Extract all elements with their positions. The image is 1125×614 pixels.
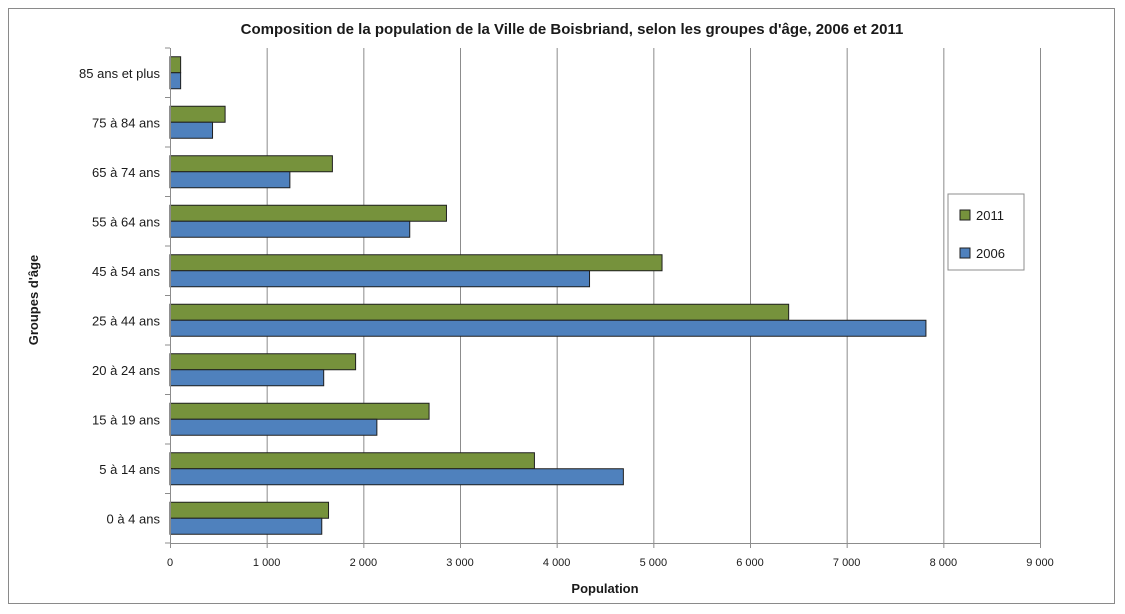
chart-title: Composition de la population de la Ville… [241,21,904,38]
y-axis-title: Groupes d'âge [26,255,41,346]
category-labels: 0 à 4 ans 5 à 14 ans 15 à 19 ans 20 à 24 an… [79,66,160,527]
category-label: 55 à 64 ans [92,214,160,229]
category-label: 45 à 54 ans [92,264,160,279]
x-tick-label: 1 000 [253,557,281,569]
bar-2011 [169,452,535,470]
bar-2006 [169,468,624,486]
bars-group [169,56,927,535]
bar-2011 [169,204,447,222]
category-label: 0 à 4 ans [107,511,161,526]
bar-2006 [169,418,378,436]
bar-2006 [169,369,325,387]
bar-2011 [169,303,790,321]
bar-2011 [169,56,182,74]
category-label: 25 à 44 ans [92,313,160,328]
bar-2006 [169,171,291,189]
x-axis-title: Population [571,581,638,596]
legend-swatch-2006 [959,247,971,259]
x-tick-label: 2 000 [350,557,378,569]
x-tick-label: 0 [167,557,173,569]
bar-2006 [169,270,591,288]
legend-label-2011: 2011 [976,208,1004,223]
category-label: 15 à 19 ans [92,412,160,427]
bar-2011 [169,254,663,272]
x-tick-labels: 0 1 000 2 000 3 000 4 000 5 000 6 000 7 000 8 00… [167,557,1054,569]
x-tick-label: 3 000 [446,557,474,569]
category-label: 85 ans et plus [79,66,160,81]
legend: 2011 2006 [947,193,1025,271]
x-tick-label: 7 000 [833,557,861,569]
bar-2006 [169,319,927,337]
x-tick-label: 6 000 [736,557,764,569]
x-tick-label: 5 000 [640,557,668,569]
bar-2011 [169,501,330,519]
legend-swatch-2011 [959,209,971,221]
bar-2006 [169,121,214,139]
bar-2006 [169,517,323,535]
category-label: 5 à 14 ans [99,462,160,477]
bar-2006 [169,220,411,238]
category-label: 75 à 84 ans [92,115,160,130]
x-tick-label: 4 000 [543,557,571,569]
bar-2011 [169,105,226,123]
bar-2011 [169,402,430,420]
x-tick-label: 8 000 [930,557,958,569]
bar-2011 [169,353,357,371]
bar-2006 [169,72,182,90]
category-label: 20 à 24 ans [92,363,160,378]
axes [165,47,1041,548]
bar-2011 [169,155,333,173]
x-tick-label: 9 000 [1026,557,1054,569]
legend-label-2006: 2006 [976,246,1005,261]
category-label: 65 à 74 ans [92,165,160,180]
